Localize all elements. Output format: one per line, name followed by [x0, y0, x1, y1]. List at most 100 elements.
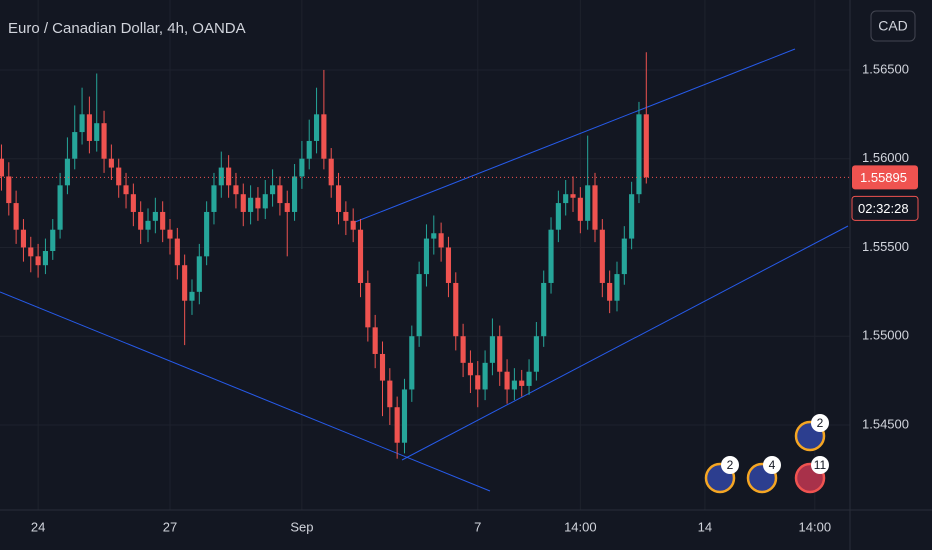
candle-body	[357, 229, 364, 283]
x-tick-label: 14:00	[564, 519, 597, 534]
candle-body	[585, 185, 591, 221]
candle-body	[438, 233, 444, 248]
currency-label[interactable]: CAD	[878, 18, 908, 34]
candle-body	[321, 114, 327, 159]
candle-body	[365, 282, 371, 328]
candle-body	[20, 229, 27, 248]
candle-body	[482, 362, 488, 390]
x-tick-label: 7	[474, 519, 481, 534]
candle-body	[533, 336, 539, 372]
candle-body	[262, 194, 268, 209]
candle-body	[35, 256, 41, 266]
candle-body	[636, 114, 642, 195]
candle-body	[328, 158, 334, 186]
candle-body	[453, 282, 459, 337]
candle-body	[592, 185, 598, 230]
candle-body	[50, 229, 56, 252]
candle-body	[196, 256, 202, 292]
candle-body	[541, 282, 547, 337]
candle-body	[423, 238, 430, 275]
candle-body	[292, 176, 298, 212]
trend-line	[401, 225, 849, 461]
candle-body	[379, 353, 386, 381]
candle-body	[167, 229, 173, 239]
candle-body	[409, 336, 415, 390]
candle-body	[42, 251, 48, 266]
candle-body	[79, 114, 85, 133]
candle-body	[240, 194, 246, 212]
candle-body	[335, 185, 342, 212]
candle-body	[284, 203, 290, 212]
candle-body	[555, 203, 561, 230]
candle-body	[629, 194, 635, 239]
candle-body	[13, 203, 19, 230]
candle-body	[94, 123, 100, 141]
candle-body	[416, 274, 422, 337]
y-tick-label: 1.56000	[862, 150, 909, 165]
y-tick-label: 1.55000	[862, 328, 909, 343]
y-tick-label: 1.54500	[862, 416, 909, 431]
candle-body	[372, 327, 378, 354]
event-count: 2	[817, 416, 824, 430]
candle-body	[445, 247, 452, 283]
candle-body	[431, 233, 437, 239]
last-price-label: 1.55895	[860, 170, 907, 185]
event-count: 11	[814, 458, 827, 472]
candle-body	[226, 167, 232, 186]
candle-body	[130, 194, 136, 212]
candle-body	[511, 380, 517, 390]
event-count-badge	[811, 414, 829, 432]
x-tick-label: 27	[163, 519, 177, 534]
candle-body	[174, 238, 180, 266]
candle-body	[233, 185, 239, 195]
event-count-badge	[763, 456, 781, 474]
candle-body	[563, 194, 569, 204]
candle-body	[350, 220, 356, 230]
candle-body	[475, 375, 481, 390]
countdown-box	[851, 195, 919, 221]
candle-body	[101, 123, 107, 159]
candle-body	[401, 389, 408, 443]
candle-body	[28, 247, 34, 257]
candle-body	[152, 211, 158, 221]
candle-body	[255, 197, 261, 209]
currency-button[interactable]	[870, 10, 916, 42]
candle-body	[160, 211, 166, 230]
candle-body	[211, 185, 217, 212]
x-tick-label: 14:00	[799, 519, 832, 534]
chart-title: Euro / Canadian Dollar, 4h, OANDA	[8, 20, 246, 37]
candle-body	[519, 380, 525, 386]
candle-body	[577, 197, 583, 221]
trend-line	[354, 48, 796, 223]
candle-body	[313, 114, 320, 141]
candle-body	[460, 336, 466, 363]
candle-body	[387, 380, 393, 408]
candle-body	[248, 197, 254, 212]
candle-body	[6, 176, 12, 204]
candle-body	[343, 211, 349, 221]
event-count: 4	[769, 458, 776, 472]
x-tick-label: 14	[698, 519, 712, 534]
candle-body	[189, 291, 195, 301]
candle-body	[218, 167, 224, 186]
event-count-badge	[721, 456, 739, 474]
candle-body	[72, 132, 78, 159]
candle-body	[504, 371, 510, 390]
candle-body	[86, 114, 92, 141]
candle-body	[138, 211, 144, 230]
candle-body	[306, 140, 312, 159]
candle-body	[570, 194, 576, 198]
candle-body	[607, 282, 613, 301]
candle-body	[467, 362, 473, 376]
x-tick-label: 24	[31, 519, 45, 534]
countdown-label: 02:32:28	[858, 201, 909, 216]
candles	[0, 52, 649, 459]
candle-body	[497, 336, 503, 372]
y-tick-label: 1.55500	[862, 239, 909, 254]
candle-body	[277, 185, 283, 204]
candle-body	[548, 229, 554, 283]
candle-body	[526, 371, 532, 386]
candle-body	[643, 114, 649, 178]
candle-body	[116, 167, 122, 186]
